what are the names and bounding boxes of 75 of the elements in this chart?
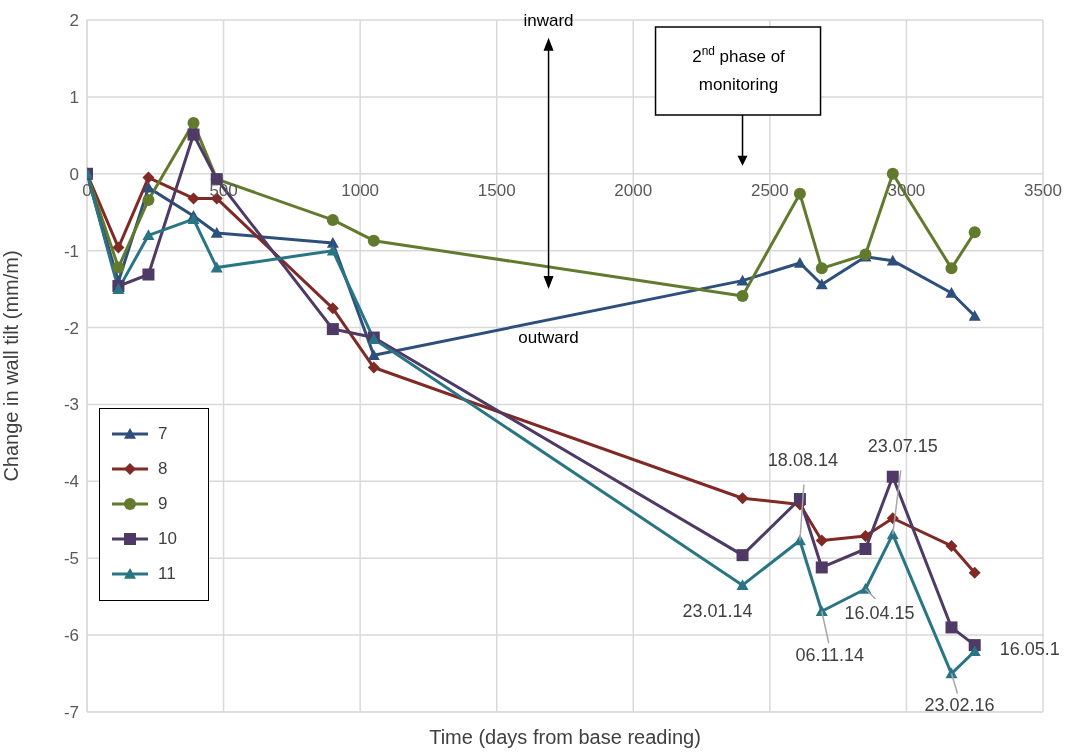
- legend-label: 10: [158, 529, 177, 550]
- point: [968, 310, 981, 321]
- point: [736, 549, 749, 562]
- point: [859, 529, 872, 542]
- point: [367, 234, 380, 247]
- point: [886, 470, 899, 483]
- point: [142, 229, 155, 241]
- point: [736, 579, 749, 590]
- legend-label: 8: [158, 459, 168, 480]
- x-tick-label: 0: [82, 180, 92, 200]
- point: [945, 262, 958, 275]
- point: [815, 278, 828, 290]
- point: [736, 290, 749, 303]
- point: [945, 539, 958, 552]
- point: [142, 268, 155, 281]
- point: [945, 621, 958, 634]
- point: [210, 226, 223, 238]
- y-tick-label: 1: [69, 87, 79, 107]
- point: [326, 236, 339, 248]
- point: [187, 128, 200, 141]
- legend-label: 11: [158, 564, 176, 585]
- point: [815, 561, 828, 574]
- point: [886, 167, 899, 180]
- y-tick-label: 0: [69, 164, 79, 184]
- point: [326, 302, 339, 315]
- point: [859, 543, 872, 555]
- annotation: 06.11.14: [795, 645, 865, 666]
- point: [886, 254, 899, 266]
- point: [326, 244, 339, 256]
- x-axis-title: Time (days from base reading): [429, 726, 701, 748]
- annotation: 2$^{nd}$ phase of monitoring: [692, 44, 786, 94]
- y-tick-label: 2: [69, 11, 79, 31]
- x-tick-label: 1500: [477, 180, 516, 200]
- annotation: inward: [523, 11, 574, 30]
- annotation: 16.05.1: [999, 639, 1060, 660]
- point: [968, 566, 981, 579]
- point: [968, 645, 981, 657]
- point: [187, 117, 200, 130]
- point: [367, 361, 380, 374]
- point: [210, 261, 223, 273]
- point: [736, 274, 749, 286]
- y-tick-label: -1: [63, 241, 79, 261]
- annotation: 23.01.14: [682, 601, 753, 622]
- point: [815, 262, 828, 275]
- point: [112, 241, 125, 254]
- point: [326, 323, 339, 336]
- x-tick-label: 2000: [614, 180, 653, 200]
- point: [945, 286, 958, 298]
- point: [112, 261, 125, 274]
- x-tick-label: 3500: [1024, 180, 1062, 200]
- legend-label: 7: [158, 424, 168, 445]
- y-axis-title: Change in wall tilt (mm/m): [0, 250, 23, 482]
- y-tick-label: -2: [63, 318, 79, 338]
- y-tick-label: -6: [63, 626, 79, 646]
- y-tick-label: -3: [63, 395, 79, 415]
- x-tick-label: 2500: [750, 180, 789, 200]
- point: [793, 256, 806, 268]
- annotation: 18.08.14: [767, 449, 838, 470]
- point: [326, 213, 339, 226]
- annotation: 23.02.16: [924, 694, 995, 715]
- x-tick-label: 1000: [341, 180, 380, 200]
- point: [736, 492, 749, 505]
- point: [968, 226, 981, 239]
- annotation: outward: [518, 327, 579, 347]
- y-tick-label: -5: [63, 549, 79, 569]
- point: [142, 193, 155, 206]
- y-tick-label: -7: [63, 703, 79, 723]
- annotation: 16.04.15: [844, 602, 915, 623]
- point: [367, 349, 380, 361]
- legend-label: 9: [158, 494, 168, 515]
- point: [142, 171, 155, 184]
- annotation: 23.07.15: [867, 436, 938, 457]
- y-tick-label: -4: [63, 472, 79, 492]
- point: [815, 534, 828, 547]
- point: [793, 187, 806, 200]
